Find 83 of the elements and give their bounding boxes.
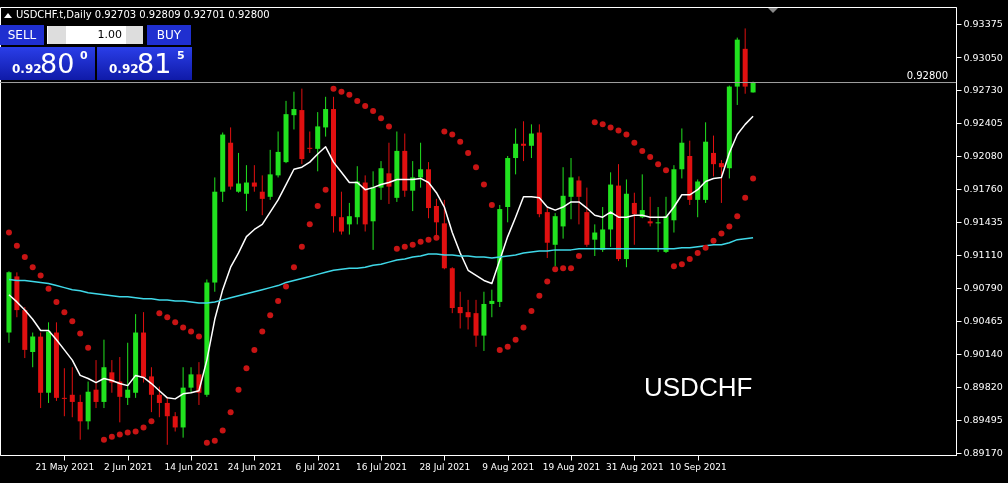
y-tick-label: 0.93050 (963, 51, 1003, 63)
x-tick-label: 28 Jul 2021 (419, 461, 471, 472)
annotation: BUY (147, 25, 191, 45)
candlestick (410, 160, 416, 212)
candlestick (125, 342, 131, 406)
line-series (8, 115, 754, 400)
candlestick (243, 164, 249, 212)
x-tick-label: 2 Jun 2021 (103, 461, 153, 472)
y-tick-label: 0.90465 (963, 315, 1003, 327)
candlestick (77, 394, 83, 441)
candlestick (655, 206, 661, 253)
candlestick (275, 131, 281, 178)
y-tick-label: 0.92080 (963, 150, 1003, 162)
candlestick (528, 123, 534, 159)
candlestick (93, 359, 99, 409)
x-tick-label: 19 Aug 2021 (542, 461, 601, 472)
annotation: 81 (137, 47, 172, 80)
candlestick (457, 291, 463, 329)
candlestick (711, 135, 717, 177)
candlestick (164, 396, 170, 446)
candlestick (172, 411, 178, 433)
y-tick-label: 0.91760 (963, 183, 1003, 195)
candlestick (236, 152, 242, 194)
candlestick (323, 96, 329, 138)
candlestick (489, 289, 495, 318)
candlestick (267, 149, 273, 201)
candlestick (188, 366, 194, 394)
y-tick-label: 0.92405 (963, 117, 1003, 129)
candlestick (576, 175, 582, 225)
candlestick (307, 131, 313, 154)
annotation: 0.92 (109, 62, 139, 76)
candlestick (647, 196, 653, 227)
candlestick (251, 164, 257, 193)
candlestick (30, 332, 36, 368)
candlestick (338, 191, 344, 236)
candlestick (600, 206, 606, 253)
y-tick-label: 0.91435 (963, 216, 1003, 228)
candlestick (148, 366, 154, 413)
y-tick-label: 0.89170 (963, 447, 1003, 459)
chart-title: USDCHF.t,Daily 0.92703 0.92809 0.92701 0.92800 (16, 9, 270, 20)
y-tick-label: 0.89495 (963, 414, 1003, 426)
annotation: 80 (40, 47, 75, 80)
candlestick (568, 157, 574, 220)
annotation: SELL (0, 25, 44, 45)
annotation: 0 (80, 49, 88, 62)
annotation: 1.00 (96, 27, 122, 43)
candlestick (69, 366, 75, 418)
candlestick (473, 299, 479, 348)
x-tick-label: 6 Jul 2021 (295, 461, 341, 472)
y-tick-label: 0.91110 (963, 249, 1003, 261)
candlestick (521, 120, 527, 162)
y-tick-label: 0.90140 (963, 348, 1003, 360)
x-tick-label: 14 Jun 2021 (164, 461, 219, 472)
candlestick (592, 223, 598, 257)
x-tick-label: 10 Sep 2021 (669, 461, 727, 472)
candlestick (433, 198, 439, 238)
ref-line-label: 0.92800 (906, 69, 948, 81)
candlestick (109, 359, 115, 394)
candlestick (465, 299, 471, 330)
x-tick-label: 16 Jul 2021 (356, 461, 407, 472)
candlestick (718, 159, 724, 204)
y-tick-label: 0.93375 (963, 18, 1003, 30)
candlestick (631, 192, 637, 246)
x-tick-label: 31 Aug 2021 (606, 461, 664, 472)
annotation: 5 (177, 49, 185, 62)
annotation: USDCHF (644, 372, 753, 403)
y-tick-label: 0.90790 (963, 282, 1003, 294)
candlestick (259, 174, 265, 216)
candlestick (291, 91, 297, 130)
y-tick-label: 0.92730 (963, 84, 1003, 96)
x-tick-label: 9 Aug 2021 (482, 461, 535, 472)
candlestick (386, 142, 392, 205)
candlestick (418, 142, 424, 189)
annotation: 0.92 (12, 62, 42, 76)
x-tick-label: 24 Jun 2021 (227, 461, 282, 472)
candlestick (346, 202, 352, 236)
candlestick (513, 127, 519, 175)
candlestick (378, 160, 384, 201)
x-tick-label: 21 May 2021 (35, 461, 95, 472)
candlestick (61, 367, 67, 417)
candlestick (315, 111, 321, 172)
y-tick-label: 0.89820 (963, 381, 1003, 393)
candlestick (156, 386, 162, 418)
